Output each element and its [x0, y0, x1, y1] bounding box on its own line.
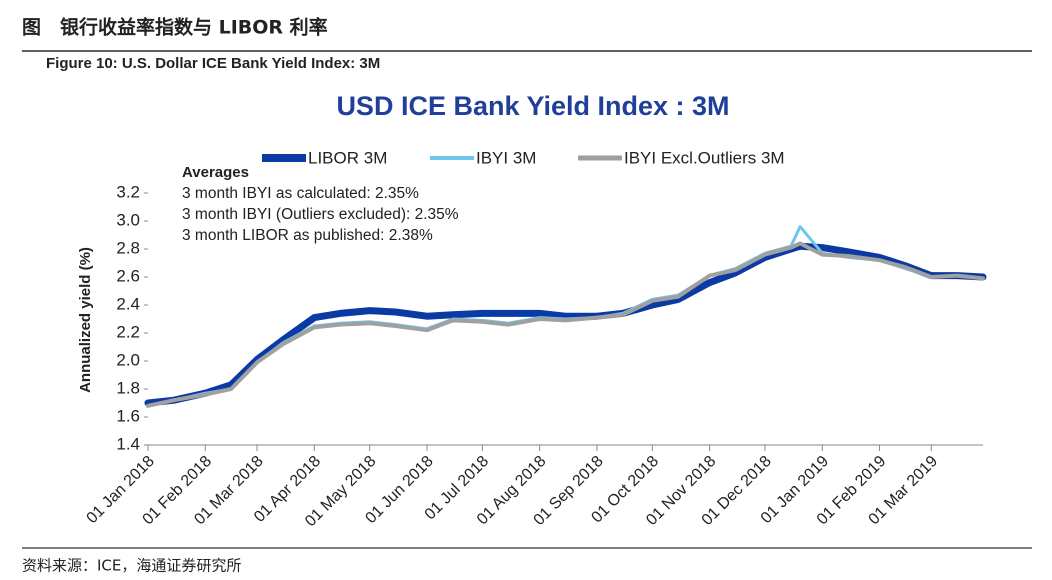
- y-tick-label: 2.6: [116, 266, 140, 285]
- annotation: Averages: [182, 164, 249, 181]
- y-tick-label: 1.4: [116, 434, 140, 453]
- y-tick-label: 1.8: [116, 378, 140, 397]
- legend-label: IBYI 3M: [476, 148, 536, 167]
- chart-title: USD ICE Bank Yield Index : 3M: [336, 91, 729, 121]
- y-axis-label: Annualized yield (%): [77, 247, 94, 393]
- legend-label: IBYI Excl.Outliers 3M: [624, 148, 785, 167]
- legend-label: LIBOR 3M: [308, 148, 387, 167]
- source-note: 资料来源：ICE，海通证券研究所: [22, 557, 241, 575]
- y-tick-label: 2.4: [116, 294, 140, 313]
- annotation: 3 month LIBOR as published: 2.38%: [182, 227, 433, 244]
- y-tick-label: 2.2: [116, 322, 140, 341]
- header-title: 图 银行收益率指数与 LIBOR 利率: [22, 16, 328, 39]
- y-tick-label: 2.0: [116, 350, 140, 369]
- figure-caption: Figure 10: U.S. Dollar ICE Bank Yield In…: [46, 55, 380, 72]
- y-tick-label: 3.2: [116, 182, 140, 201]
- y-tick-label: 2.8: [116, 238, 140, 257]
- series-line: [146, 241, 985, 408]
- annotation: 3 month IBYI (Outliers excluded): 2.35%: [182, 206, 459, 223]
- y-tick-label: 1.6: [116, 406, 140, 425]
- annotation: 3 month IBYI as calculated: 2.35%: [182, 185, 419, 202]
- series-line: [144, 242, 987, 407]
- y-tick-label: 3.0: [116, 210, 140, 229]
